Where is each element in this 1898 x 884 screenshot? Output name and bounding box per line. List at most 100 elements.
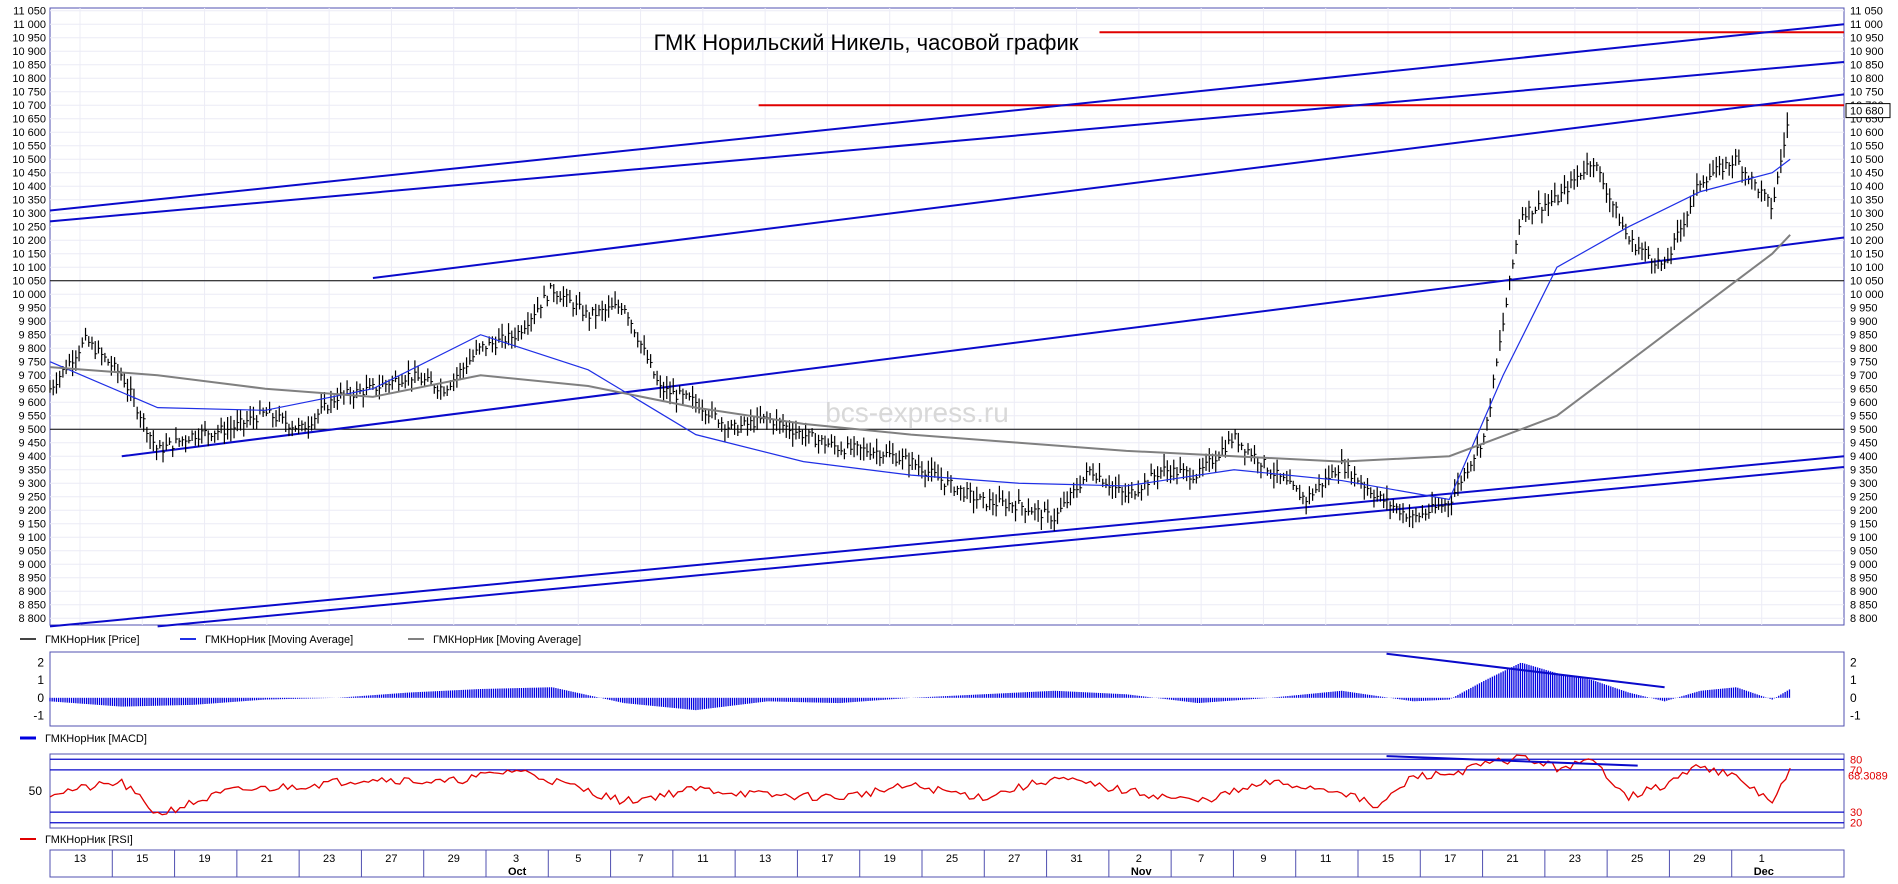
day-label: 17 — [1444, 853, 1456, 865]
price-tick-label-right: 10 100 — [1850, 262, 1884, 274]
price-tick-label-left: 10 050 — [12, 276, 46, 288]
price-tick-label-left: 11 050 — [13, 6, 46, 18]
legend-price: ГМКНорНик [Price] — [45, 634, 140, 646]
macd-panel: -1 -1 0 0 1 1 2 2 — [33, 651, 1861, 727]
price-tick-label-left: 9 750 — [18, 357, 46, 369]
macd-tick-label-right: 1 — [1850, 673, 1857, 687]
price-tick-label-right: 9 800 — [1850, 343, 1878, 355]
price-tick-label-right: 10 000 — [1850, 289, 1884, 301]
price-tick-label-left: 9 050 — [18, 546, 46, 558]
price-tick-label-right: 11 050 — [1850, 6, 1883, 18]
price-tick-label-left: 8 800 — [18, 613, 46, 625]
macd-legend: ГМКНорНик [MACD] — [20, 733, 147, 745]
time-axis: 13 15 19 21 23 27 29 3 5 7 11 13 17 19 25 27 31 2 7 9 11 15 17… — [49, 849, 1845, 878]
day-label: 7 — [638, 853, 644, 865]
day-label: 25 — [1631, 853, 1643, 865]
price-tick-label-left: 9 900 — [18, 316, 46, 328]
day-label: 7 — [1198, 853, 1204, 865]
price-tick-label-left: 10 450 — [12, 168, 46, 180]
price-tick-label-left: 10 350 — [12, 195, 46, 207]
day-label: 23 — [323, 853, 335, 865]
price-tick-label-left: 9 400 — [18, 451, 46, 463]
macd-tick-label-left: -1 — [33, 708, 44, 722]
price-tick-label-left: 9 800 — [18, 343, 46, 355]
price-tick-label-right: 8 800 — [1850, 613, 1878, 625]
price-tick-label-right: 9 500 — [1850, 424, 1878, 436]
day-label: 21 — [261, 853, 273, 865]
month-label: Oct — [508, 866, 527, 878]
day-label: 2 — [1136, 853, 1142, 865]
rsi-level-label: 70 — [1850, 765, 1862, 777]
price-tick-label-left: 9 500 — [18, 424, 46, 436]
price-tick-label-right: 10 500 — [1850, 154, 1884, 166]
price-tick-label-right: 9 050 — [1850, 546, 1878, 558]
day-label: 29 — [448, 853, 460, 865]
day-label: 27 — [1008, 853, 1020, 865]
price-tick-label-left: 10 300 — [12, 208, 46, 220]
price-tick-label-left: 10 850 — [12, 60, 46, 72]
price-tick-label-left: 9 300 — [18, 478, 46, 490]
price-tick-label-left: 10 000 — [12, 289, 46, 301]
price-tick-label-right: 8 950 — [1850, 573, 1878, 585]
price-tick-label-right: 10 150 — [1850, 249, 1884, 261]
day-label: 19 — [884, 853, 896, 865]
rsi-mid-label: 50 — [29, 784, 43, 798]
price-legend: ГМКНорНик [Price] ГМКНорНик [Moving Aver… — [20, 634, 581, 646]
day-label: 19 — [198, 853, 210, 865]
macd-tick-label-left: 2 — [37, 656, 44, 670]
price-tick-label-left: 9 550 — [18, 411, 46, 423]
price-tick-label-left: 10 600 — [12, 127, 46, 139]
price-tick-label-right: 10 950 — [1850, 33, 1884, 45]
price-tick-label-right: 9 700 — [1850, 370, 1878, 382]
price-tick-label-left: 10 700 — [12, 100, 46, 112]
price-bars — [49, 112, 1790, 532]
day-label: 25 — [946, 853, 958, 865]
rsi-last-value-label: 68.3089 — [1848, 771, 1888, 783]
price-tick-label-right: 10 400 — [1850, 181, 1884, 193]
price-tick-label-left: 10 250 — [12, 222, 46, 234]
trend-channel-line — [49, 455, 1845, 628]
macd-plot-frame — [49, 651, 1845, 727]
price-tick-label-left: 9 000 — [18, 559, 46, 571]
price-tick-label-right: 9 950 — [1850, 303, 1878, 315]
price-tick-label-right: 10 900 — [1850, 46, 1884, 58]
price-tick-label-left: 9 150 — [18, 519, 46, 531]
day-label: 3 — [513, 853, 519, 865]
ma-fast-line — [49, 158, 1791, 501]
rsi-level-label: 80 — [1850, 754, 1862, 766]
price-tick-label-right: 10 600 — [1850, 127, 1884, 139]
price-tick-label-left: 10 800 — [12, 73, 46, 85]
trend-channel-line — [49, 23, 1845, 212]
rsi-plot-frame — [49, 753, 1845, 829]
price-plot-frame — [49, 7, 1845, 626]
price-tick-label-right: 10 750 — [1850, 87, 1884, 99]
price-tick-label-left: 10 900 — [12, 46, 46, 58]
day-label: 17 — [821, 853, 833, 865]
day-label: 13 — [74, 853, 86, 865]
price-tick-label-left: 11 000 — [13, 19, 46, 31]
day-label: 15 — [1382, 853, 1394, 865]
price-tick-label-right: 9 100 — [1850, 532, 1878, 544]
price-tick-label-left: 8 900 — [18, 586, 46, 598]
price-tick-label-left: 9 650 — [18, 384, 46, 396]
price-tick-label-right: 9 300 — [1850, 478, 1878, 490]
last-price-label: 10 680 — [1850, 106, 1884, 118]
rsi-level-label: 20 — [1850, 818, 1862, 830]
day-label: 1 — [1759, 853, 1765, 865]
day-label: 31 — [1070, 853, 1082, 865]
day-label: 5 — [575, 853, 581, 865]
price-tick-label-left: 9 600 — [18, 397, 46, 409]
day-label: 15 — [136, 853, 148, 865]
macd-histogram — [49, 662, 1791, 711]
day-label: 9 — [1260, 853, 1266, 865]
watermark: bcs-express.ru — [825, 397, 1009, 428]
day-label: 11 — [1320, 853, 1331, 865]
price-tick-label-right: 10 850 — [1850, 60, 1884, 72]
price-tick-label-right: 9 750 — [1850, 357, 1878, 369]
price-tick-label-right: 9 650 — [1850, 384, 1878, 396]
price-tick-label-left: 10 650 — [12, 114, 46, 126]
